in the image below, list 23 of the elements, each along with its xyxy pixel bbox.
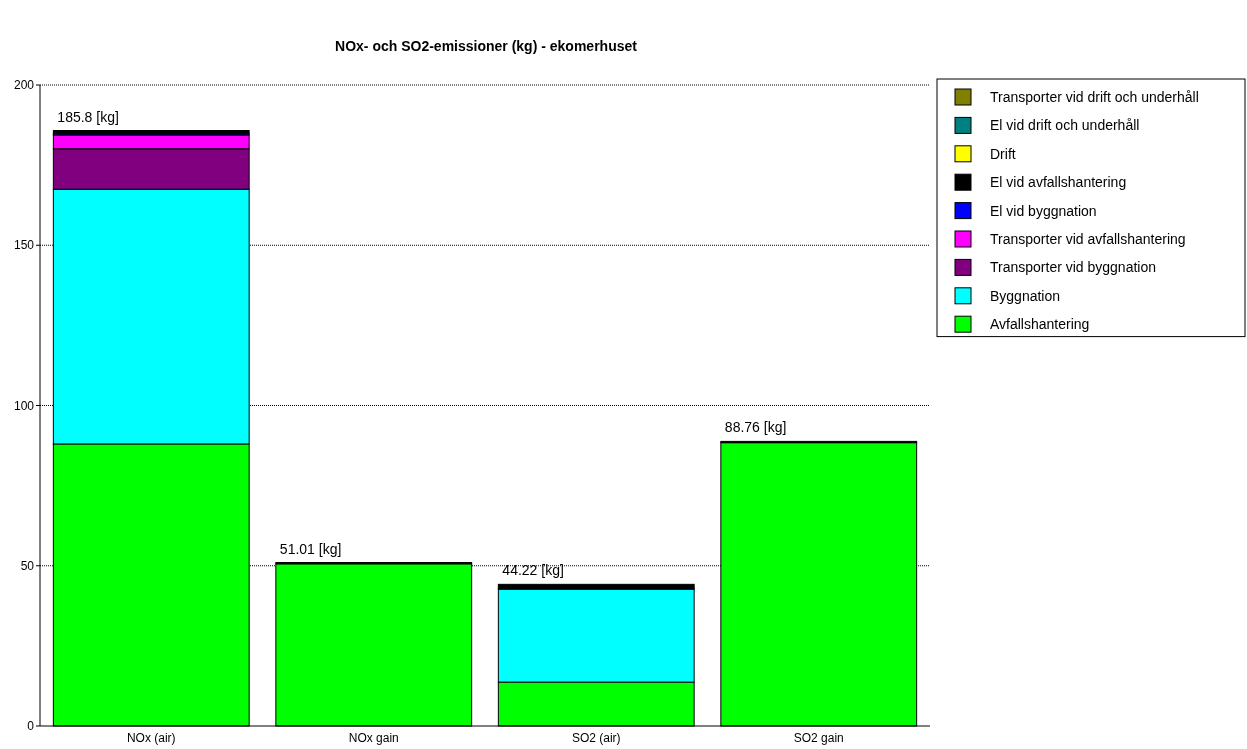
legend-label: Avfallshantering xyxy=(990,316,1090,333)
y-tick-label: 100 xyxy=(13,398,35,413)
y-tick-label: 150 xyxy=(13,238,35,253)
legend-label: Transporter vid byggnation xyxy=(990,259,1157,276)
x-tick-label: NOx (air) xyxy=(126,731,176,745)
total-label: 51.01 [kg] xyxy=(279,540,342,557)
total-label: 185.8 [kg] xyxy=(57,108,119,125)
x-tick-label: NOx gain xyxy=(348,731,399,745)
legend-label: El vid byggnation xyxy=(990,202,1097,219)
legend-label: Drift xyxy=(990,145,1016,162)
legend-label: El vid drift och underhåll xyxy=(990,117,1140,134)
chart-title: NOx- och SO2-emissioner (kg) - ekomerhuset xyxy=(335,38,638,54)
x-tick-label: SO2 gain xyxy=(793,731,844,745)
total-label: 44.22 [kg] xyxy=(502,562,564,579)
y-tick-label: 0 xyxy=(27,719,35,733)
legend-label: Transporter vid avfallshantering xyxy=(990,231,1186,247)
legend-label: Byggnation xyxy=(990,287,1061,304)
legend-label: Transporter vid drift och underhåll xyxy=(990,89,1199,105)
y-tick-label: 50 xyxy=(20,558,35,573)
x-tick-label: SO2 (air) xyxy=(571,731,621,745)
total-label: 88.76 [kg] xyxy=(724,419,787,436)
legend-label: El vid avfallshantering xyxy=(990,174,1127,191)
y-tick-label: 200 xyxy=(13,78,35,92)
